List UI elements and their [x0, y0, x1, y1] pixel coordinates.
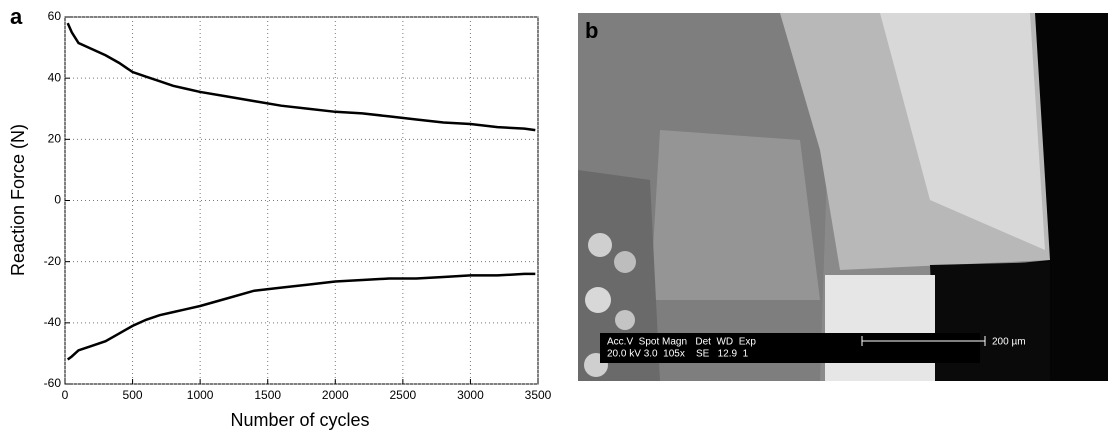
- x-tick-label: 500: [123, 388, 143, 402]
- y-tick-label: 20: [48, 132, 62, 146]
- image-info: Acc.V Spot Magn Det WD Exp: [607, 337, 756, 348]
- image-region: [825, 275, 935, 381]
- data-line: [66, 272, 536, 361]
- image-region: [930, 262, 1050, 381]
- image-region: [588, 233, 612, 257]
- image-region: [578, 170, 660, 381]
- x-tick-label: 0: [62, 388, 69, 402]
- y-axis-label: Reaction Force (N): [8, 124, 28, 276]
- x-tick-label: 3500: [525, 388, 552, 402]
- x-tick-label: 3000: [457, 388, 484, 402]
- y-tick-label: 0: [54, 193, 61, 207]
- y-tick-label: -20: [44, 254, 62, 268]
- y-tick-label: -60: [44, 376, 62, 390]
- y-tick-label: 60: [48, 9, 62, 23]
- y-tick-label: -40: [44, 315, 62, 329]
- x-tick-label: 2500: [390, 388, 417, 402]
- image-region: [650, 130, 820, 300]
- image-info: 20.0 kV 3.0 105x SE 12.9 1: [607, 349, 749, 360]
- x-tick-label: 1500: [254, 388, 281, 402]
- image-region: [614, 251, 636, 273]
- image-region: [880, 13, 1045, 250]
- info-bar: [600, 333, 980, 363]
- image-region: [585, 287, 611, 313]
- panel-label: a: [10, 4, 23, 29]
- y-tick-label: 40: [48, 70, 62, 84]
- data-line: [66, 22, 536, 132]
- image-region: [615, 310, 635, 330]
- x-tick-label: 2000: [322, 388, 349, 402]
- x-axis-label: Number of cycles: [230, 410, 369, 430]
- panel-label: b: [585, 18, 598, 43]
- scale-label: 200 µm: [992, 337, 1026, 348]
- sem-image: Acc.V Spot Magn Det WD Exp 20.0 kV 3.0 1…: [578, 13, 1108, 381]
- x-tick-label: 1000: [187, 388, 214, 402]
